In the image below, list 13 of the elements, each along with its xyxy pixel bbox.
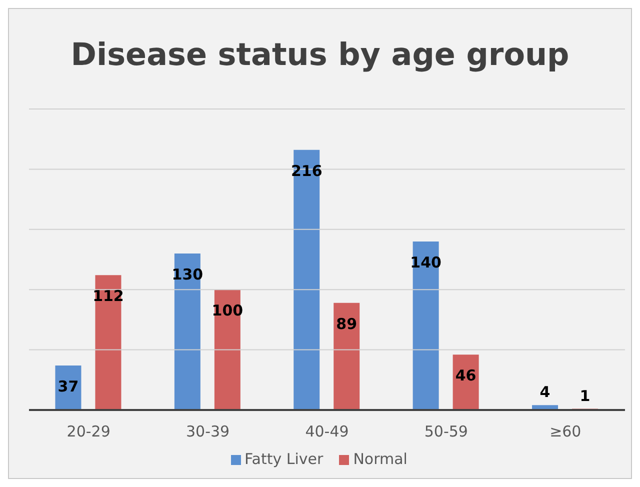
- data-label: 1: [580, 386, 590, 405]
- chart-title: Disease status by age group: [70, 36, 570, 75]
- x-tick-label: 50-59: [424, 422, 468, 441]
- data-label: 37: [58, 377, 79, 396]
- x-tick-label: ≥60: [550, 422, 582, 441]
- x-tick-label: 20-29: [66, 422, 110, 441]
- data-label: 89: [336, 314, 358, 333]
- x-tick-label: 30-39: [186, 422, 230, 441]
- legend-label: Normal: [353, 450, 408, 468]
- data-label: 4: [540, 383, 550, 402]
- legend-label: Fatty Liver: [244, 450, 324, 468]
- data-label: 46: [455, 366, 476, 385]
- x-tick-label: 40-49: [305, 422, 349, 441]
